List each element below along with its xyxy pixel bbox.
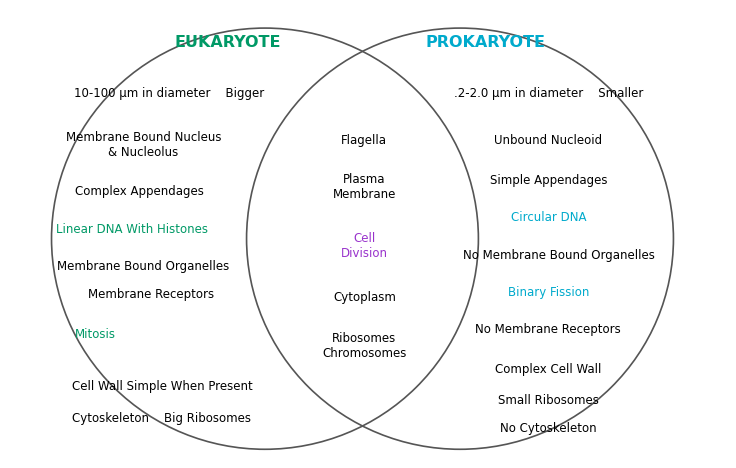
Text: PROKARYOTE: PROKARYOTE — [425, 35, 546, 50]
Text: Cytoplasm: Cytoplasm — [333, 291, 396, 304]
Text: Complex Appendages: Complex Appendages — [75, 185, 205, 198]
Text: Flagella: Flagella — [342, 134, 387, 147]
Text: Membrane Receptors: Membrane Receptors — [88, 288, 214, 301]
Text: EUKARYOTE: EUKARYOTE — [175, 35, 281, 50]
Text: Membrane Bound Nucleus
& Nucleolus: Membrane Bound Nucleus & Nucleolus — [66, 131, 222, 159]
Text: No Membrane Bound Organelles: No Membrane Bound Organelles — [464, 249, 655, 262]
Text: No Cytoskeleton: No Cytoskeleton — [500, 422, 597, 435]
Text: Complex Cell Wall: Complex Cell Wall — [495, 363, 601, 376]
Text: Mitosis: Mitosis — [75, 328, 116, 341]
Text: Cell
Division: Cell Division — [341, 232, 388, 260]
Text: .2-2.0 μm in diameter    Smaller: .2-2.0 μm in diameter Smaller — [453, 87, 643, 100]
Text: Cytoskeleton    Big Ribosomes: Cytoskeleton Big Ribosomes — [72, 412, 252, 425]
Text: Circular DNA: Circular DNA — [511, 211, 586, 224]
Text: Plasma
Membrane: Plasma Membrane — [333, 173, 396, 201]
Text: Unbound Nucleoid: Unbound Nucleoid — [495, 134, 602, 147]
Text: Cell Wall Simple When Present: Cell Wall Simple When Present — [71, 380, 252, 393]
Text: Simple Appendages: Simple Appendages — [489, 174, 607, 187]
Text: No Membrane Receptors: No Membrane Receptors — [475, 323, 621, 336]
Text: Linear DNA With Histones: Linear DNA With Histones — [57, 223, 208, 236]
Text: 10-100 μm in diameter    Bigger: 10-100 μm in diameter Bigger — [74, 87, 264, 100]
Text: Membrane Bound Organelles: Membrane Bound Organelles — [57, 260, 230, 273]
Text: Ribosomes
Chromosomes: Ribosomes Chromosomes — [322, 332, 406, 360]
Text: Binary Fission: Binary Fission — [508, 286, 589, 299]
Text: Small Ribosomes: Small Ribosomes — [498, 394, 599, 407]
